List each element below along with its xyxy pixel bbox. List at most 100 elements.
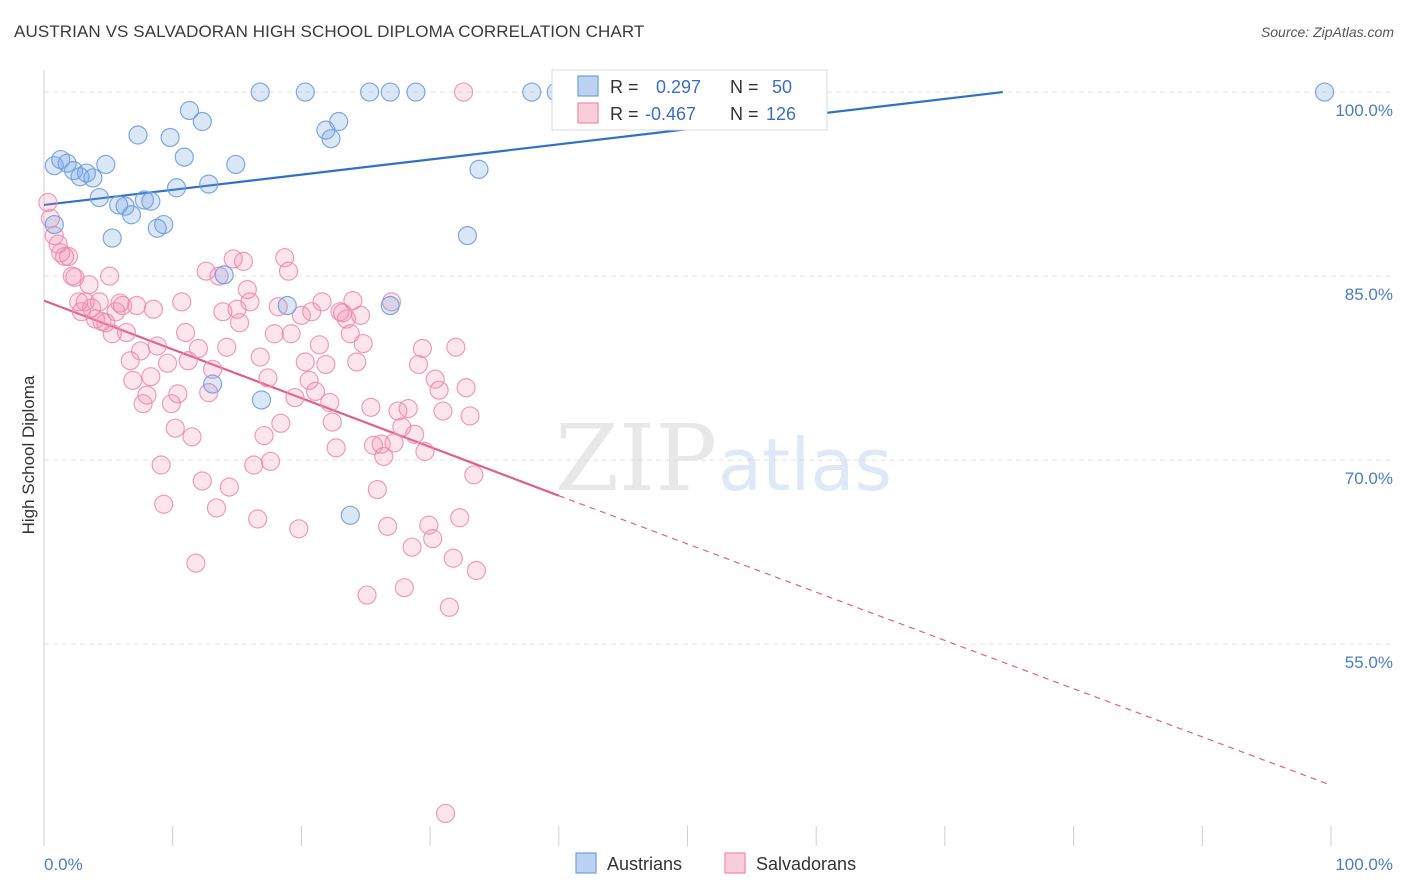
austrians-point [57, 153, 77, 173]
salvadorans-point [82, 298, 102, 318]
legend-r-label-salvadorans: R = [610, 104, 639, 124]
salvadorans-point [316, 354, 336, 375]
salvadorans-point [295, 352, 315, 372]
trend-lines [43, 90, 1332, 786]
legend-n-label-salvadorans: N = [730, 104, 759, 124]
salvadorans-point [137, 385, 157, 405]
salvadorans-point [423, 529, 443, 549]
salvadorans-point [182, 427, 202, 447]
salvadorans-point [415, 441, 435, 462]
bottom-legend-salvadorans-swatch [724, 852, 746, 874]
austrians-point [457, 226, 478, 246]
salvadorans-point [340, 324, 360, 344]
salvadorans-point [178, 351, 198, 371]
salvadorans-point [405, 424, 425, 444]
salvadorans-point [168, 384, 188, 404]
salvadorans-point [219, 477, 239, 497]
salvadorans-point [361, 397, 381, 417]
austrians-point [469, 159, 489, 179]
salvadorans-point [112, 295, 133, 316]
austrians-point [76, 163, 97, 183]
austrians-point [202, 374, 223, 394]
austrians-point [83, 168, 103, 188]
salvadorans-point [326, 438, 346, 458]
chart-title: AUSTRIAN VS SALVADORAN HIGH SCHOOL DIPLO… [14, 22, 645, 41]
salvadorans-point [446, 337, 466, 357]
salvadorans-point [450, 508, 470, 528]
salvadorans-point [147, 336, 167, 356]
austrians-point [340, 505, 360, 525]
salvadorans-point [116, 322, 136, 343]
salvadorans-point [89, 292, 109, 312]
salvadorans-point [154, 494, 174, 514]
austrians-point [1314, 82, 1335, 102]
chart-source: Source: ZipAtlas.com [1260, 24, 1394, 40]
salvadorans-point [172, 292, 192, 312]
legend-austrians-swatch [577, 75, 599, 97]
tick-labels: 100.0% 85.0% 70.0% 55.0% 0.0% 100.0% [44, 101, 1393, 874]
austrians-point [121, 205, 142, 225]
salvadorans-point [250, 347, 270, 367]
salvadorans-point [302, 302, 322, 322]
salvadorans-point [433, 401, 453, 421]
watermark-atlas: atlas [718, 423, 892, 507]
salvadorans-point [299, 370, 319, 390]
salvadorans-point [237, 279, 257, 300]
austrians-point [109, 195, 129, 215]
legend-r-label-austrians: R = [610, 77, 639, 97]
y-axis-label: High School Diploma [19, 375, 38, 534]
watermark: ZIP atlas [555, 405, 892, 512]
austrians-point [251, 390, 272, 410]
austrians-point [199, 174, 219, 194]
salvadorans-point [408, 354, 429, 375]
austrians-point [166, 178, 187, 198]
austrians-point [154, 214, 174, 235]
salvadorans-point [217, 337, 237, 357]
salvadorans-point [336, 309, 357, 329]
austrians-point [360, 82, 380, 102]
salvadorans-point [213, 302, 233, 322]
salvadorans-point [157, 353, 178, 373]
salvadorans-point [347, 352, 367, 372]
salvadorans-point [357, 585, 377, 605]
legend-r-austrians: 0.297 [656, 77, 701, 97]
austrians-point [44, 214, 64, 235]
salvadorans-point [38, 192, 58, 213]
salvadorans-point [192, 471, 212, 491]
salvadorans-point [309, 335, 330, 355]
salvadorans-point [254, 425, 274, 446]
salvadorans-point [285, 387, 305, 408]
salvadorans-point [188, 338, 209, 359]
austrians-point [96, 154, 116, 175]
salvadorans-point [456, 378, 476, 398]
austrians-point [214, 265, 234, 285]
salvadorans-point [258, 368, 278, 388]
salvadorans-point [466, 560, 487, 581]
austrians-point [179, 100, 200, 121]
legend-n-label-austrians: N = [730, 77, 759, 97]
salvadorans-point [58, 246, 79, 267]
salvadorans-point [240, 292, 260, 312]
salvadorans-point [398, 398, 418, 419]
austrians-point [102, 228, 122, 248]
salvadorans-point [120, 351, 140, 371]
salvadorans-point [384, 433, 404, 453]
austrians-point [174, 147, 194, 167]
salvadorans-point [312, 292, 332, 312]
salvadorans-point [281, 324, 301, 344]
salvadorans-point [196, 261, 216, 281]
salvadorans-point [402, 537, 422, 557]
salvadorans-point [425, 369, 445, 389]
salvadorans-point [161, 394, 182, 414]
salvadorans-point [202, 359, 223, 379]
austrians-point [160, 127, 180, 148]
salvadorans-point [343, 291, 363, 311]
salvadorans-point [151, 455, 171, 475]
legend-r-salvadorans: -0.467 [645, 104, 696, 124]
salvadorans-point [374, 446, 394, 467]
austrians-point [134, 190, 154, 210]
series-legend: Austrians Salvadorans [575, 852, 856, 874]
salvadorans-point [175, 322, 196, 343]
salvadorans-point [353, 333, 373, 354]
bottom-legend-austrians-swatch [575, 852, 597, 874]
